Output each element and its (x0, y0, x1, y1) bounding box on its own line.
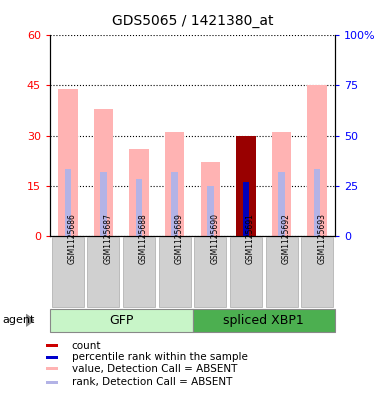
Bar (136, 179, 142, 236)
Text: spliced XBP1: spliced XBP1 (223, 314, 304, 327)
Bar (307, 85, 327, 236)
Polygon shape (26, 314, 34, 326)
Text: percentile rank within the sample: percentile rank within the sample (72, 352, 248, 362)
Bar (100, 172, 107, 236)
Bar (165, 132, 184, 236)
Bar (314, 169, 320, 236)
Bar (46, 356, 58, 359)
Text: GSM1125688: GSM1125688 (139, 213, 148, 264)
Text: GSM1125686: GSM1125686 (68, 213, 77, 264)
Bar (278, 172, 285, 236)
Text: GSM1125687: GSM1125687 (104, 213, 112, 264)
Text: rank, Detection Call = ABSENT: rank, Detection Call = ABSENT (72, 377, 232, 387)
Text: GSM1125692: GSM1125692 (281, 213, 291, 264)
Text: GSM1125691: GSM1125691 (246, 213, 255, 264)
Bar (243, 182, 249, 236)
Text: value, Detection Call = ABSENT: value, Detection Call = ABSENT (72, 364, 237, 374)
Text: GFP: GFP (109, 314, 134, 327)
Text: count: count (72, 341, 101, 351)
Bar (171, 172, 178, 236)
Bar (65, 169, 71, 236)
Bar (94, 109, 113, 236)
Bar (46, 344, 58, 347)
Bar (46, 381, 58, 384)
Bar (236, 136, 256, 236)
Bar (272, 132, 291, 236)
Text: GSM1125690: GSM1125690 (210, 213, 219, 264)
Bar (201, 162, 220, 236)
Text: GSM1125693: GSM1125693 (317, 213, 326, 264)
Bar (46, 367, 58, 370)
Text: agent: agent (2, 315, 34, 325)
Text: GSM1125689: GSM1125689 (175, 213, 184, 264)
Bar (58, 89, 78, 236)
Bar (207, 185, 214, 236)
Bar (129, 149, 149, 236)
Text: GDS5065 / 1421380_at: GDS5065 / 1421380_at (112, 14, 273, 28)
